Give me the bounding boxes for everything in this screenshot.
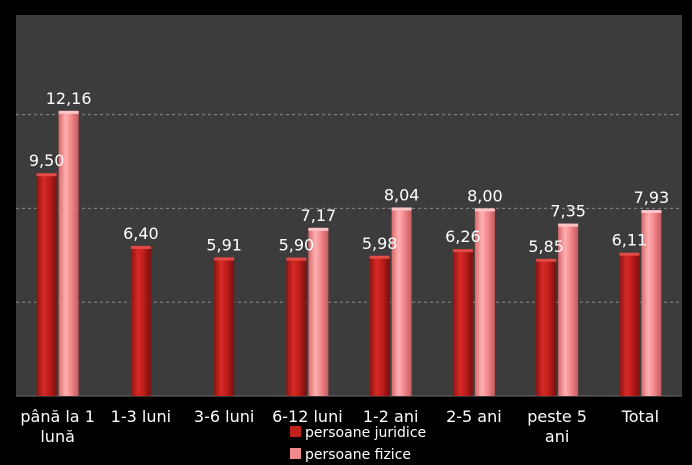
bar-top-cap <box>58 110 79 114</box>
legend: persoane juridice persoane fizice <box>290 425 426 463</box>
bar-persoane-fizice <box>58 110 79 397</box>
bar-top-cap <box>214 257 235 261</box>
legend-swatch <box>290 448 301 459</box>
x-tick-label: Total <box>621 407 659 426</box>
legend-label: persoane juridice <box>305 425 426 441</box>
x-tick-label: 3-6 luni <box>194 407 254 426</box>
bar-top-cap <box>452 249 473 253</box>
bar-persoane-juridice <box>286 257 307 396</box>
data-label: 9,50 <box>29 151 65 170</box>
data-label: 5,91 <box>206 235 242 254</box>
data-label: 12,16 <box>46 89 92 108</box>
bar-top-cap <box>558 223 579 227</box>
x-tick-label: ani <box>545 427 569 446</box>
data-label: 5,98 <box>362 234 398 253</box>
data-label: 7,93 <box>634 188 670 207</box>
data-label: 7,35 <box>550 202 586 221</box>
bar-top-cap <box>536 258 557 262</box>
bar-top-cap <box>641 210 662 214</box>
bar-persoane-fizice <box>308 227 329 396</box>
bar-persoane-juridice <box>536 258 557 396</box>
bar-top-cap <box>286 257 307 261</box>
bar-persoane-fizice <box>391 207 412 396</box>
x-tick-label: până la 1 <box>20 407 95 426</box>
data-label: 6,26 <box>445 227 481 246</box>
x-tick-label: peste 5 <box>527 407 587 426</box>
data-label: 8,04 <box>384 185 420 204</box>
bar-persoane-fizice <box>474 208 495 396</box>
bar-top-cap <box>308 227 329 231</box>
data-label: 5,85 <box>528 237 564 256</box>
bar-persoane-juridice <box>619 252 640 396</box>
bar-top-cap <box>619 252 640 256</box>
x-tick-label: lună <box>40 427 75 446</box>
legend-label: persoane fizice <box>305 447 411 463</box>
bar-top-cap <box>130 245 151 249</box>
data-label: 5,90 <box>279 236 315 255</box>
data-label: 8,00 <box>467 186 503 205</box>
data-label: 7,17 <box>301 206 337 225</box>
bar-persoane-juridice <box>214 257 235 396</box>
data-label: 6,40 <box>123 224 159 243</box>
x-tick-label: 2-5 ani <box>446 407 502 426</box>
bar-persoane-juridice <box>452 249 473 396</box>
bar-top-cap <box>474 208 495 212</box>
bar-top-cap <box>36 173 57 177</box>
x-tick-label: 1-2 ani <box>363 407 419 426</box>
bar-persoane-juridice <box>369 255 390 396</box>
legend-swatch <box>290 426 301 437</box>
bar-top-cap <box>391 207 412 211</box>
bar-persoane-juridice <box>36 173 57 396</box>
bar-top-cap <box>369 255 390 259</box>
data-label: 6,11 <box>612 231 648 250</box>
bar-persoane-fizice <box>558 223 579 396</box>
bars <box>36 110 662 397</box>
bar-persoane-fizice <box>641 210 662 396</box>
value-labels: 9,50 12,16 6,40 5,91 5,90 7,17 5,98 8,04 6,26 8,0… <box>29 89 669 256</box>
bar-persoane-juridice <box>130 245 151 396</box>
x-tick-label: 1-3 luni <box>111 407 171 426</box>
x-tick-label: 6-12 luni <box>272 407 343 426</box>
